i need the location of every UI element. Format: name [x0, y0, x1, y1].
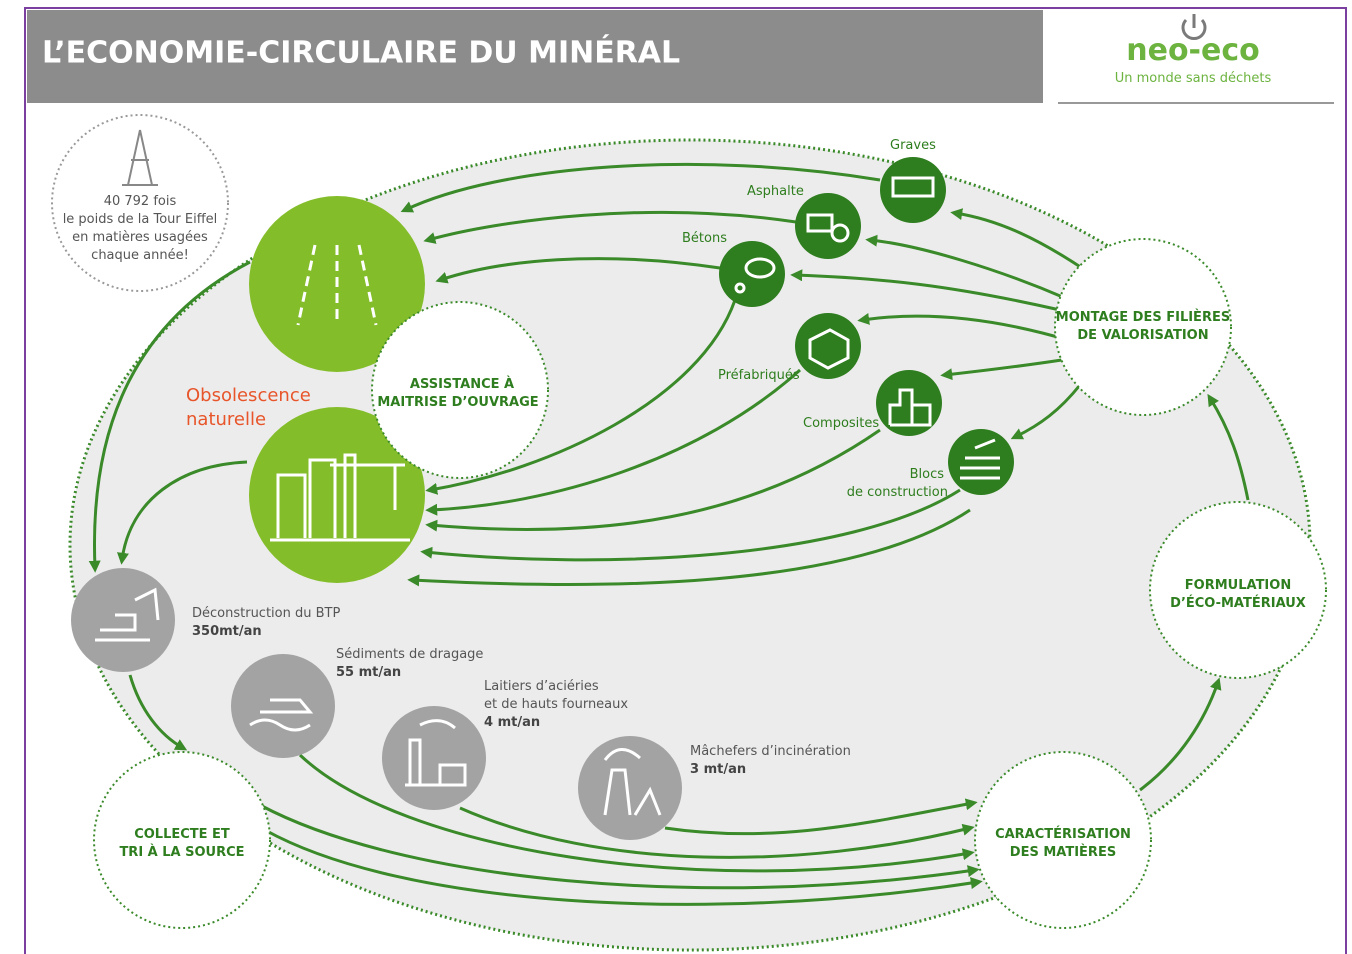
- product-label: Asphalte: [747, 184, 804, 199]
- stage-label: DES MATIÈRES: [1010, 844, 1116, 860]
- product-label: de construction: [847, 485, 948, 500]
- stage-label: D’ÉCO-MATÉRIAUX: [1170, 595, 1306, 611]
- stage-label: CARACTÉRISATION: [995, 826, 1131, 842]
- stage-label: ASSISTANCE À: [410, 376, 514, 392]
- fact-line: 40 792 fois: [104, 194, 177, 209]
- stage-formulation: FORMULATION D’ÉCO-MATÉRIAUX: [1150, 502, 1326, 678]
- product-label: Préfabriqués: [718, 368, 800, 383]
- fact-line: le poids de la Tour Eiffel: [63, 212, 218, 227]
- stage-label: COLLECTE ET: [134, 827, 230, 842]
- source-amount: 350mt/an: [192, 624, 262, 639]
- source-label: Sédiments de dragage: [336, 647, 483, 662]
- source-label: Laitiers d’aciéries: [484, 679, 599, 694]
- source-amount: 55 mt/an: [336, 665, 401, 680]
- infographic: L’ECONOMIE-CIRCULAIRE DU MINÉRAL neo-eco…: [0, 0, 1352, 954]
- logo-name: neo-eco: [1126, 33, 1260, 68]
- page: {"header":{"title":"L’ECONOMIE-CIRCULAIR…: [0, 0, 1352, 954]
- fact-line: en matières usagées: [72, 230, 208, 245]
- obsolescence-label: naturelle: [186, 409, 266, 430]
- stage-label: FORMULATION: [1185, 578, 1291, 593]
- stage-assistance: ASSISTANCE À MAITRISE D’OUVRAGE: [372, 302, 548, 478]
- stage-collecte: COLLECTE ET TRI À LA SOURCE: [94, 752, 270, 928]
- title: L’ECONOMIE-CIRCULAIRE DU MINÉRAL: [42, 35, 680, 71]
- stage-montage: MONTAGE DES FILIÈRES DE VALORISATION: [1055, 239, 1231, 415]
- source-label: et de hauts fourneaux: [484, 697, 628, 712]
- product-label: Graves: [890, 138, 936, 153]
- stage-label: MAITRISE D’OUVRAGE: [377, 395, 538, 410]
- source-label: Déconstruction du BTP: [192, 606, 340, 621]
- source-label: Mâchefers d’incinération: [690, 744, 851, 759]
- body: L’ECONOMIE-CIRCULAIRE DU MINÉRAL neo-eco…: [0, 0, 1352, 954]
- product-label: Blocs: [910, 467, 945, 482]
- stage-label: DE VALORISATION: [1077, 328, 1208, 343]
- source-amount: 4 mt/an: [484, 715, 540, 730]
- product-label: Bétons: [682, 231, 727, 246]
- stage-label: MONTAGE DES FILIÈRES: [1056, 309, 1230, 325]
- logo-tagline: Un monde sans déchets: [1115, 71, 1272, 86]
- source-amount: 3 mt/an: [690, 762, 746, 777]
- stage-label: TRI À LA SOURCE: [119, 844, 244, 860]
- stage-caracterisation: CARACTÉRISATION DES MATIÈRES: [975, 752, 1151, 928]
- fact-line: chaque année!: [91, 248, 189, 263]
- obsolescence-label: Obsolescence: [186, 385, 311, 406]
- product-label: Composites: [803, 416, 879, 431]
- fact-circle: 40 792 fois le poids de la Tour Eiffel en …: [52, 115, 228, 291]
